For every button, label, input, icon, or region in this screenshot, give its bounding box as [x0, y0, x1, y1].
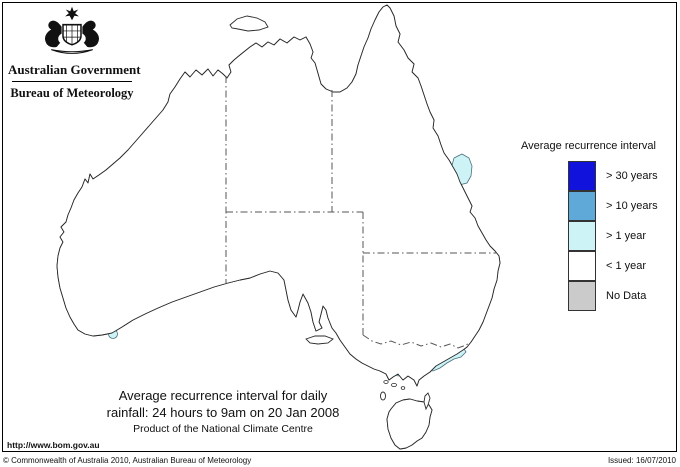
- legend: Average recurrence interval > 30 years >…: [521, 140, 677, 311]
- legend-item: > 10 years: [568, 190, 677, 221]
- copyright-text: © Commonwealth of Australia 2010, Austra…: [3, 456, 252, 465]
- legend-swatch-lt-1-year: [568, 250, 596, 281]
- caption-line-3: Product of the National Climate Centre: [133, 423, 313, 435]
- melville-island: [229, 15, 269, 32]
- bass-coast-islets: [383, 380, 406, 390]
- legend-swatch-gt-30-years: [568, 161, 596, 191]
- bom-url-text: http://www.bom.gov.au: [7, 440, 100, 450]
- caption-line-2: rainfall: 24 hours to 9am on 20 Jan 2008: [106, 405, 340, 420]
- legend-item: < 1 year: [568, 250, 677, 281]
- header: Australian Government Bureau of Meteorol…: [8, 6, 141, 101]
- agency-title: Bureau of Meteorology: [10, 86, 134, 100]
- caption-line-1: Average recurrence interval for daily: [118, 388, 328, 403]
- kangaroo-island: [305, 335, 334, 345]
- state-borders: [225, 76, 496, 349]
- header-divider: [12, 81, 132, 82]
- legend-label: > 1 year: [606, 230, 647, 242]
- legend-swatch-gt-1-year: [568, 220, 596, 251]
- legend-swatch-no-data: [568, 280, 596, 311]
- legend-item: > 30 years: [568, 161, 677, 191]
- flinders-island: [423, 392, 431, 411]
- legend-items: > 30 years > 10 years > 1 year < 1 year …: [568, 161, 677, 311]
- legend-title: Average recurrence interval: [521, 140, 656, 152]
- legend-item: > 1 year: [568, 220, 677, 251]
- legend-label: No Data: [606, 290, 647, 302]
- legend-label: > 10 years: [606, 200, 658, 212]
- legend-label: > 30 years: [606, 170, 658, 182]
- government-title: Australian Government: [8, 62, 141, 77]
- tasmania: [380, 391, 433, 450]
- coat-of-arms-icon: [44, 6, 100, 54]
- map-caption: Average recurrence interval for daily ra…: [53, 388, 393, 435]
- legend-item: No Data: [568, 280, 677, 311]
- king-island: [380, 391, 386, 401]
- legend-label: < 1 year: [606, 260, 647, 272]
- issued-date-text: Issued: 16/07/2010: [607, 456, 676, 465]
- legend-swatch-gt-10-years: [568, 190, 596, 221]
